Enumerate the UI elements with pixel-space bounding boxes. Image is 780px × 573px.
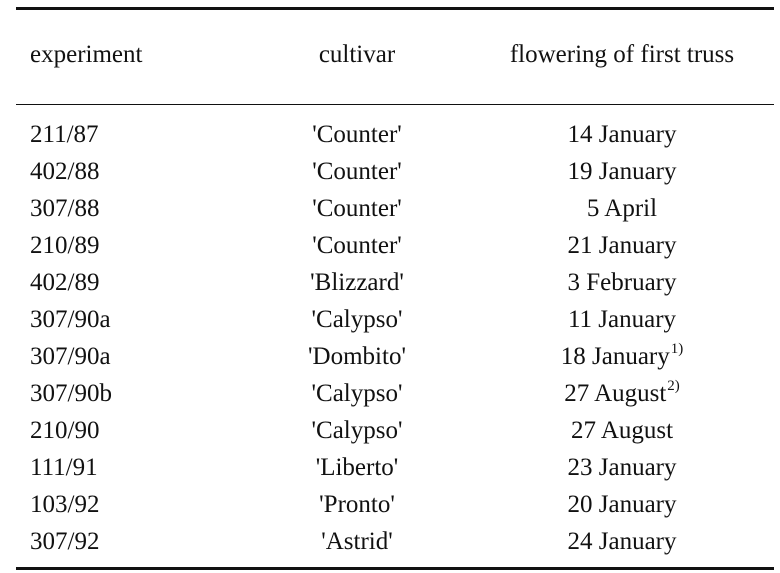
cell-flowering-text: 19 January (567, 158, 677, 185)
cell-experiment: 211/87 (30, 121, 99, 148)
table-bottom-rule (16, 567, 774, 570)
cell-experiment: 210/90 (30, 417, 100, 444)
cell-flowering-text: 5 April (586, 195, 658, 222)
cell-cultivar-text: 'Astrid' (321, 528, 393, 555)
table-row: 307/92 'Astrid' 24 January (0, 527, 780, 564)
table-row: 402/89 'Blizzard' 3 February (0, 268, 780, 305)
cell-flowering-text: 27 August (564, 380, 667, 407)
header-experiment: experiment (30, 41, 143, 68)
cell-cultivar-text: 'Liberto' (315, 454, 399, 481)
table-row: 307/90b 'Calypso' 27 August2) (0, 379, 780, 416)
cell-flowering-wrap: 27 August (571, 416, 673, 446)
table-body: 211/87 'Counter' 14 January 402/88 'Counter'… (0, 120, 780, 564)
cell-experiment: 111/91 (30, 454, 98, 481)
cell-flowering-wrap: 23 January (568, 453, 677, 483)
cell-flowering-wrap: 5 April (587, 194, 657, 224)
footnote-marker: 2) (667, 378, 680, 394)
cell-cultivar-text: 'Dombito' (308, 343, 406, 370)
header-flowering-label: flowering of first truss (509, 41, 735, 68)
cell-flowering-wrap: 14 January (568, 120, 677, 150)
table-row: 111/91 'Liberto' 23 January (0, 453, 780, 490)
cell-experiment: 402/89 (30, 269, 100, 296)
cell-cultivar-text: 'Counter' (312, 158, 402, 185)
cell-flowering-text: 27 August (570, 417, 674, 444)
cell-cultivar-text: 'Pronto' (319, 491, 395, 518)
table-row: 210/90 'Calypso' 27 August (0, 416, 780, 453)
cell-flowering-text: 21 January (567, 232, 677, 259)
cell-flowering-wrap: 20 January (568, 490, 677, 520)
cell-cultivar-text: 'Counter' (312, 121, 402, 148)
table-row: 307/88 'Counter' 5 April (0, 194, 780, 231)
cell-cultivar-text: 'Calypso' (311, 417, 403, 444)
table-row: 307/90a 'Calypso' 11 January (0, 305, 780, 342)
table-header-rule (16, 104, 774, 105)
cell-flowering-text: 14 January (567, 121, 677, 148)
header-cultivar-label: cultivar (318, 41, 396, 68)
cell-experiment: 210/89 (30, 232, 100, 259)
cell-flowering-text: 23 January (567, 454, 677, 481)
table-row: 402/88 'Counter' 19 January (0, 157, 780, 194)
cell-cultivar-text: 'Counter' (312, 232, 402, 259)
cell-cultivar-text: 'Calypso' (311, 380, 403, 407)
cell-experiment: 307/90a (30, 306, 111, 333)
cell-flowering-wrap: 3 February (568, 268, 677, 298)
cell-flowering-wrap: 18 January1) (561, 342, 684, 372)
cell-flowering-text: 3 February (567, 269, 677, 296)
cell-flowering-wrap: 21 January (568, 231, 677, 261)
cell-experiment: 307/90a (30, 343, 111, 370)
cell-cultivar-text: 'Blizzard' (310, 269, 404, 296)
table-row: 103/92 'Pronto' 20 January (0, 490, 780, 527)
cell-flowering-text: 24 January (567, 528, 677, 555)
cell-experiment: 103/92 (30, 491, 100, 518)
cell-experiment: 307/90b (30, 380, 112, 407)
cell-flowering-wrap: 24 January (568, 527, 677, 557)
cell-flowering-text: 11 January (567, 306, 677, 333)
table-row: 211/87 'Counter' 14 January (0, 120, 780, 157)
cell-experiment: 402/88 (30, 158, 100, 185)
cell-flowering-text: 20 January (567, 491, 677, 518)
cell-cultivar-text: 'Calypso' (311, 306, 403, 333)
table-row: 307/90a 'Dombito' 18 January1) (0, 342, 780, 379)
cell-flowering-wrap: 11 January (568, 305, 676, 335)
cell-cultivar-text: 'Counter' (312, 195, 402, 222)
cell-flowering-wrap: 19 January (568, 157, 677, 187)
table-row: 210/89 'Counter' 21 January (0, 231, 780, 268)
footnote-marker: 1) (670, 341, 684, 357)
cell-experiment: 307/88 (30, 195, 100, 222)
table-top-rule (16, 7, 774, 10)
cell-flowering-text: 18 January (560, 343, 670, 370)
cell-flowering-wrap: 27 August2) (564, 379, 680, 409)
cell-experiment: 307/92 (30, 528, 100, 555)
